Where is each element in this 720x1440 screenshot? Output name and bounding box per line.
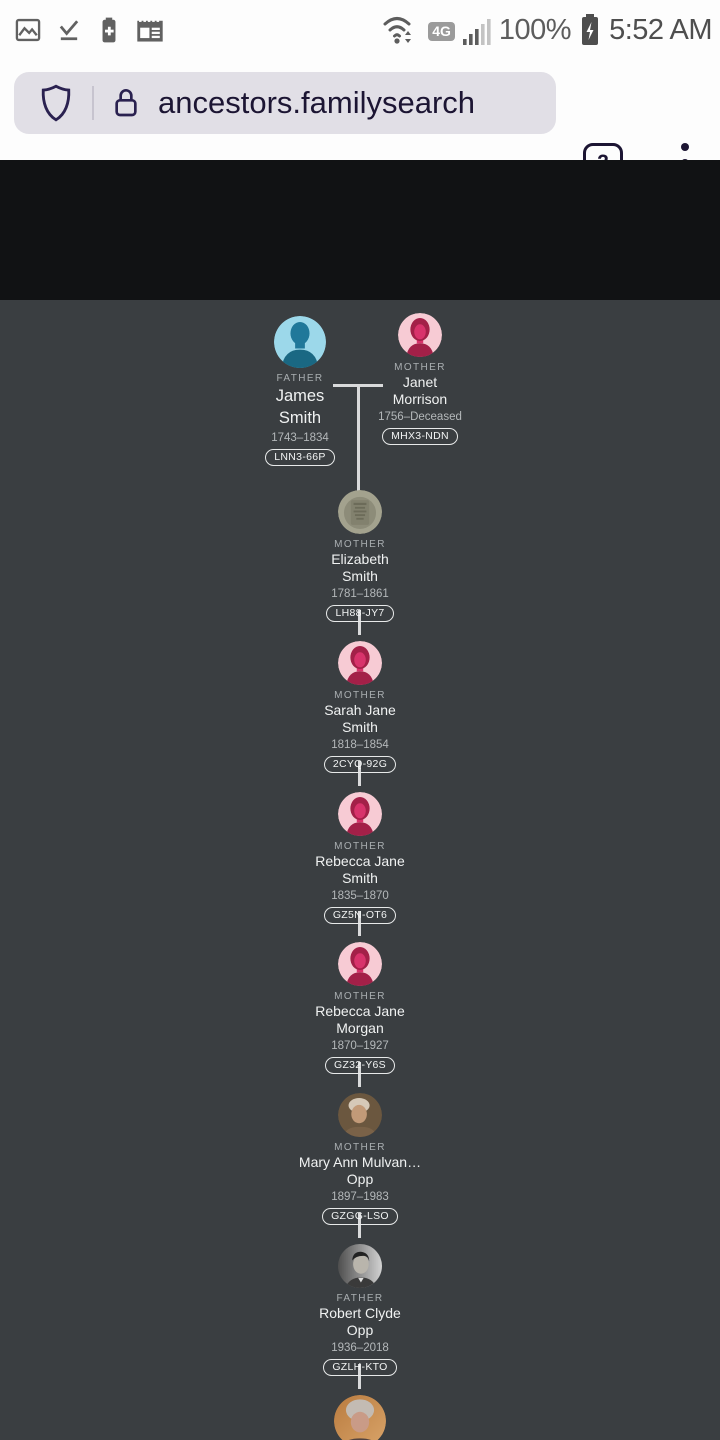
wifi-icon — [383, 17, 412, 44]
person-node-sarah-jane-smith[interactable]: MOTHER Sarah Jane Smith 1818–1854 2CYQ-9… — [285, 641, 435, 773]
connector-line — [358, 1213, 361, 1238]
relationship-label: FATHER — [276, 373, 324, 384]
download-complete-icon — [59, 20, 79, 41]
relationship-label: MOTHER — [334, 1142, 386, 1153]
person-id-pill: GZ5N-OT6 — [323, 907, 397, 924]
lifespan: 1897–1983 — [331, 1191, 389, 1203]
lifespan: 1818–1854 — [331, 739, 389, 751]
person-name: Opp — [346, 1171, 374, 1187]
person-node-robert-clyde-opp[interactable]: FATHER Robert Clyde Opp 1936–2018 GZLH-K… — [285, 1244, 435, 1376]
person-name: Robert Clyde — [319, 1305, 401, 1321]
person-node-elizabeth-smith[interactable]: MOTHER Elizabeth Smith 1781–1861 LH88-JY… — [285, 490, 435, 622]
relationship-label: MOTHER — [334, 539, 386, 550]
person-name: James — [275, 387, 325, 405]
connector-line — [358, 761, 361, 786]
avatar-female-silhouette — [398, 313, 442, 357]
avatar-female-silhouette — [338, 641, 382, 685]
connector-line — [357, 384, 360, 491]
person-id-pill: GZLH-KTO — [323, 1359, 397, 1376]
system-status-icons: 4G 100% 5:52 AM — [381, 11, 720, 49]
relationship-tree: FATHER James Smith 1743–1834 LNN3-66P MO… — [0, 300, 720, 1440]
connector-line — [358, 1364, 361, 1389]
gallery-icon — [15, 18, 41, 42]
person-id-pill: LH88-JY7 — [326, 605, 394, 622]
avatar-male-silhouette — [274, 316, 326, 368]
person-node-rebecca-jane-morgan[interactable]: MOTHER Rebecca Jane Morgan 1870–1927 GZ3… — [285, 942, 435, 1074]
relationship-label: MOTHER — [334, 690, 386, 701]
lifespan: 1936–2018 — [331, 1342, 389, 1354]
person-name: Opp — [346, 1322, 374, 1338]
lock-icon[interactable] — [110, 85, 142, 121]
url-text[interactable]: ancestors.familysearch — [158, 85, 476, 120]
person-node-james-smith[interactable]: FATHER James Smith 1743–1834 LNN3-66P — [225, 316, 375, 466]
relationship-label: MOTHER — [334, 991, 386, 1002]
person-id-pill: GZ32-Y6S — [324, 1057, 395, 1074]
person-id-pill: MHX3-NDN — [382, 428, 458, 445]
battery-percent: 100% — [498, 13, 572, 46]
address-bar[interactable]: ancestors.familysearch — [14, 72, 556, 134]
person-id-pill: GZGG-LSO — [322, 1208, 398, 1225]
person-node-janet-morrison[interactable]: MOTHER Janet Morrison 1756–Deceased MHX3… — [345, 313, 495, 445]
person-name: Smith — [278, 409, 322, 427]
person-name: Janet — [402, 374, 438, 390]
person-name: Elizabeth — [331, 551, 389, 567]
avatar-portrait-photo — [334, 1395, 386, 1440]
page-header: Relationship to Ja… My 5th great-grandfa… — [0, 160, 720, 431]
calendar-icon — [137, 18, 163, 42]
person-name: Smith — [342, 719, 378, 735]
device-care-icon — [102, 17, 116, 43]
battery-icon — [582, 14, 599, 45]
divider — [92, 86, 94, 120]
connector-line — [358, 610, 361, 635]
relationship-label: FATHER — [336, 1293, 384, 1304]
person-name: Smith — [342, 870, 378, 886]
browser-toolbar: ancestors.familysearch 2 — [0, 60, 720, 183]
lifespan: 1835–1870 — [331, 890, 389, 902]
connector-line — [358, 1062, 361, 1087]
shield-icon[interactable] — [38, 83, 74, 123]
relationship-label: MOTHER — [334, 841, 386, 852]
person-id-pill: 2CYQ-92G — [323, 756, 397, 773]
person-name: Smith — [342, 568, 378, 584]
status-bar: 4G 100% 5:52 AM — [0, 0, 720, 60]
person-name: Morgan — [336, 1020, 384, 1036]
clock: 5:52 AM — [609, 13, 712, 46]
avatar-portrait-photo — [338, 1093, 382, 1137]
network-type-badge: 4G — [428, 22, 455, 41]
avatar-gravestone-photo — [338, 490, 382, 534]
lifespan: 1870–1927 — [331, 1040, 389, 1052]
person-node-mary-ann-opp[interactable]: MOTHER Mary Ann Mulvan… Opp 1897–1983 GZ… — [285, 1093, 435, 1225]
avatar-portrait-photo — [338, 1244, 382, 1288]
lifespan: 1743–1834 — [271, 432, 329, 444]
person-node-rebecca-jane-smith[interactable]: MOTHER Rebecca Jane Smith 1835–1870 GZ5N… — [285, 792, 435, 924]
lifespan: 1756–Deceased — [378, 411, 462, 423]
relationship-label: MOTHER — [394, 362, 446, 373]
person-name: Mary Ann Mulvan… — [298, 1154, 422, 1170]
person-name: Sarah Jane — [324, 702, 396, 718]
person-node-partial[interactable] — [285, 1395, 435, 1440]
person-name: Rebecca Jane — [315, 853, 405, 869]
notification-icons — [0, 16, 165, 44]
person-name: Rebecca Jane — [315, 1003, 405, 1019]
signal-strength-icon — [462, 19, 491, 45]
avatar-female-silhouette — [338, 942, 382, 986]
lifespan: 1781–1861 — [331, 588, 389, 600]
person-name: Morrison — [392, 391, 448, 407]
avatar-female-silhouette — [338, 792, 382, 836]
person-id-pill: LNN3-66P — [265, 449, 335, 466]
